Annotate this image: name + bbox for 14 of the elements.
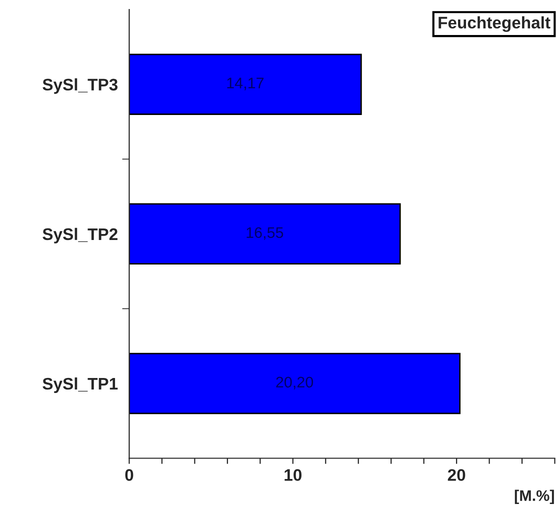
y-tick-label: SySl_TP2 [42,228,118,244]
bar [129,54,362,115]
y-tick-label: SySl_TP3 [42,78,118,94]
data-label: 16,55 [246,227,284,240]
y-tick-label: SySl_TP1 [42,377,118,393]
annotation: Feuchtegehalt [438,16,550,32]
data-label: 20,20 [276,376,314,390]
data-label: 14,17 [227,78,264,90]
x-tick-label: 20 [448,469,466,481]
bar [129,203,401,265]
x-axis-title: [M.%] [514,490,554,504]
bar [129,352,461,414]
x-tick-label: 10 [284,469,302,481]
x-tick-label: 0 [125,469,134,481]
